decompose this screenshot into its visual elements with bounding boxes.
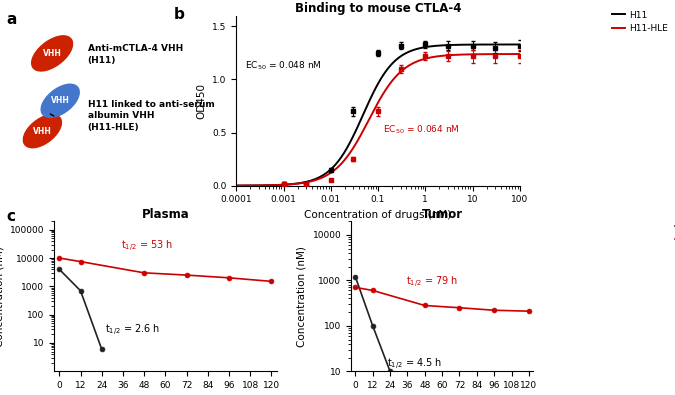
H11	[232, 183, 240, 188]
Title: Binding to mouse CTLA-4: Binding to mouse CTLA-4	[295, 2, 461, 15]
Ellipse shape	[41, 84, 79, 117]
Text: c: c	[7, 209, 16, 224]
X-axis label: Concentration of drugs (nM): Concentration of drugs (nM)	[304, 210, 452, 220]
Text: t$_{1/2}$ = 79 h: t$_{1/2}$ = 79 h	[406, 275, 458, 290]
Text: VHH: VHH	[51, 96, 70, 105]
Text: b: b	[174, 7, 185, 22]
H11-HLE	[404, 64, 412, 68]
Text: EC$_{50}$ = 0.064 nM: EC$_{50}$ = 0.064 nM	[383, 124, 460, 136]
H11-HLE	[232, 183, 240, 188]
H11	[250, 183, 258, 188]
Text: Anti-mCTLA-4 VHH
(H11): Anti-mCTLA-4 VHH (H11)	[88, 44, 183, 65]
Text: VHH: VHH	[33, 127, 52, 135]
H11-HLE	[250, 183, 258, 188]
H11	[404, 50, 412, 55]
Text: t$_{1/2}$ = 53 h: t$_{1/2}$ = 53 h	[122, 239, 173, 254]
H11-HLE	[397, 69, 405, 74]
Title: Plasma: Plasma	[142, 208, 189, 221]
H11	[477, 42, 485, 47]
Ellipse shape	[24, 115, 61, 148]
H11-HLE	[448, 53, 456, 57]
H11	[516, 42, 524, 47]
Text: t$_{1/2}$ = 4.5 h: t$_{1/2}$ = 4.5 h	[387, 357, 442, 372]
Text: a: a	[7, 12, 17, 27]
Y-axis label: Concentration (nM): Concentration (nM)	[297, 246, 307, 347]
Text: VHH: VHH	[43, 49, 61, 58]
H11-HLE	[516, 52, 524, 56]
Text: H11 linked to anti-serum
albumin VHH
(H11-HLE): H11 linked to anti-serum albumin VHH (H1…	[88, 100, 215, 132]
Line: H11-HLE: H11-HLE	[236, 54, 520, 186]
H11	[448, 43, 456, 47]
Title: Tumor: Tumor	[422, 208, 462, 221]
H11	[413, 47, 421, 51]
Y-axis label: OD450: OD450	[196, 83, 207, 119]
Ellipse shape	[32, 36, 72, 71]
H11-HLE	[413, 59, 421, 64]
Legend: H11 (30 mg/kg, i.v.), H11-HLE (30 mg/kg, i.v.): H11 (30 mg/kg, i.v.), H11-HLE (30 mg/kg,…	[671, 218, 675, 248]
Legend: H11, H11-HLE: H11, H11-HLE	[608, 7, 671, 37]
H11-HLE	[477, 52, 485, 56]
Text: t$_{1/2}$ = 2.6 h: t$_{1/2}$ = 2.6 h	[105, 323, 161, 338]
Y-axis label: Concentration (nM): Concentration (nM)	[0, 246, 4, 347]
Text: EC$_{50}$ = 0.048 nM: EC$_{50}$ = 0.048 nM	[244, 60, 321, 72]
H11	[397, 54, 405, 58]
Line: H11: H11	[236, 45, 520, 186]
